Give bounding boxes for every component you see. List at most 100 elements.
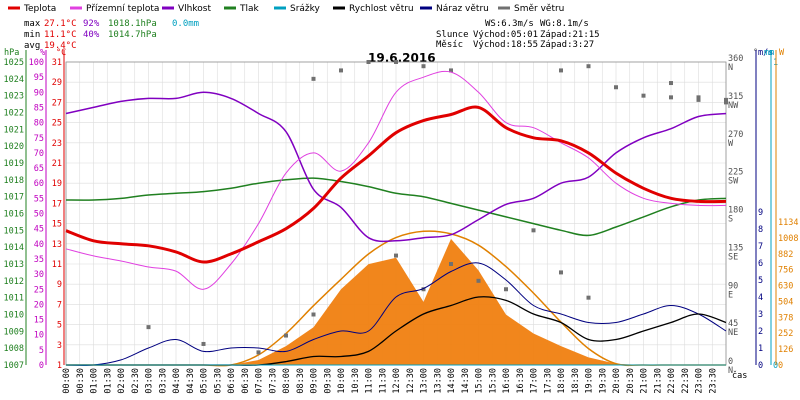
x-tick-41: 20:30: [626, 368, 636, 394]
hpa-tick-7: 1014: [4, 243, 24, 253]
x-tick-46: 23:00: [695, 368, 705, 394]
x-tick-5: 02:30: [131, 368, 141, 394]
x-tick-15: 07:30: [268, 368, 278, 394]
wind-direction-point: [724, 100, 728, 105]
x-tick-9: 04:30: [186, 368, 196, 394]
wind-direction-point: [394, 60, 398, 64]
info-moonset: Západ:3:27: [540, 40, 594, 50]
stat-max-label: max: [24, 19, 41, 29]
pct-tick-7: 35: [34, 255, 44, 265]
wind-tick-3: 3: [758, 310, 763, 320]
x-tick-6: 03:00: [145, 368, 155, 394]
pct-tick-9: 45: [34, 225, 44, 235]
temp-tick-10: 21: [52, 159, 62, 169]
solar-tick-7: 882: [778, 250, 793, 260]
x-tick-47: 23:30: [708, 368, 718, 394]
stat-avg-temp: 19.4°C: [44, 41, 77, 51]
x-tick-34: 17:00: [530, 368, 540, 394]
pct-tick-0: 0: [39, 361, 44, 371]
pct-tick-14: 70: [34, 149, 44, 159]
wind-direction-point: [696, 97, 701, 102]
pct-tick-8: 40: [34, 240, 44, 250]
x-tick-39: 19:30: [598, 368, 608, 394]
x-tick-40: 20:00: [612, 368, 622, 394]
legend-label-5: Rychlost větru: [349, 4, 414, 14]
hpa-tick-9: 1016: [4, 210, 24, 220]
pct-axis-unit: %: [40, 48, 45, 58]
wind-tick-7: 7: [758, 242, 763, 252]
x-tick-17: 08:30: [296, 368, 306, 394]
pct-tick-15: 75: [34, 134, 44, 144]
hpa-tick-14: 1021: [4, 125, 24, 135]
dir-tick-label-1: NE: [728, 328, 738, 338]
x-axis: 00:00 00:30 01:00 01:30 02:00 02:30 03:00 03:30…: [62, 368, 747, 394]
x-tick-0: 00:00: [62, 368, 72, 394]
solar-tick-9: 1134: [778, 218, 798, 228]
x-tick-7: 03:30: [158, 368, 168, 394]
pct-tick-3: 15: [34, 316, 44, 326]
wind-direction-point: [421, 64, 426, 69]
wind-gust-line: [65, 262, 727, 366]
temp-tick-13: 27: [52, 98, 62, 108]
pressure-line: [65, 177, 727, 237]
dir-tick-label-3: SE: [728, 252, 738, 262]
x-tick-28: 14:00: [447, 368, 457, 394]
x-tick-16: 08:00: [282, 368, 292, 394]
stat-max-rain: 0.0mm: [172, 19, 199, 29]
solar-tick-2: 252: [778, 329, 793, 339]
x-tick-44: 22:00: [667, 368, 677, 394]
info-sun-label: Slunce: [436, 30, 469, 40]
pct-tick-4: 20: [34, 300, 44, 310]
pct-tick-20: 100: [29, 58, 44, 68]
wind-direction-point: [394, 253, 398, 258]
dir-tick-value-6: 270: [728, 130, 743, 140]
stat-avg-label: avg: [24, 41, 40, 51]
temp-tick-2: 5: [57, 321, 62, 331]
stats-panel: max 27.1°C 92% 1018.1hPa 0.0mm min 11.1°…: [24, 19, 199, 51]
hpa-tick-0: 1007: [4, 361, 24, 371]
chart-title: 19.6.2016: [368, 51, 436, 65]
temp-tick-4: 9: [57, 280, 62, 290]
wind-direction-point: [339, 68, 343, 73]
wind-direction-point: [449, 68, 453, 73]
x-tick-24: 12:00: [392, 368, 402, 394]
x-tick-19: 09:30: [323, 368, 333, 394]
humidity-line: [65, 91, 727, 243]
legend-label-6: Náraz větru: [436, 4, 489, 14]
legend-label-3: Tlak: [239, 4, 260, 14]
wind-direction-point: [559, 270, 563, 275]
info-moon-label: Měsíc: [436, 40, 463, 50]
temp-tick-6: 13: [52, 240, 62, 250]
pct-tick-1: 5: [39, 346, 44, 356]
hpa-tick-11: 1018: [4, 176, 24, 186]
stat-max-pres: 1018.1hPa: [108, 19, 157, 29]
x-tick-13: 06:30: [241, 368, 251, 394]
solar-tick-3: 378: [778, 313, 793, 323]
wind-direction-point: [504, 287, 508, 292]
wind-direction-point: [559, 68, 563, 73]
dir-tick-label-8: N: [728, 63, 733, 73]
temp-tick-3: 7: [57, 300, 62, 310]
legend-label-7: Směr větru: [514, 4, 564, 14]
info-moonrise: Východ:18:55: [473, 40, 538, 50]
solar-tick-0: 0: [778, 361, 783, 371]
pct-tick-18: 90: [34, 88, 44, 98]
legend-label-0: Teplota: [23, 4, 56, 14]
wind-tick-0: 0: [758, 361, 763, 371]
wind-tick-2: 2: [758, 327, 763, 337]
hpa-tick-6: 1013: [4, 260, 24, 270]
dir-tick-label-7: NW: [728, 101, 739, 111]
wind-tick-6: 6: [758, 259, 763, 269]
x-tick-10: 05:00: [200, 368, 210, 394]
x-tick-22: 11:00: [365, 368, 375, 394]
hpa-tick-10: 1017: [4, 193, 24, 203]
hpa-axis-unit: hPa: [4, 48, 19, 58]
dir-tick-label-6: W: [728, 139, 734, 149]
temp-tick-8: 17: [52, 199, 62, 209]
hpa-tick-5: 1012: [4, 277, 24, 287]
stat-max-hum: 92%: [83, 19, 100, 29]
dir-tick-value-7: 315: [728, 92, 743, 102]
pct-tick-5: 25: [34, 285, 44, 295]
info-panel: WS:6.3m/s WG:8.1m/s Slunce Východ:05:01 …: [436, 19, 600, 50]
solar-tick-4: 504: [778, 297, 793, 307]
